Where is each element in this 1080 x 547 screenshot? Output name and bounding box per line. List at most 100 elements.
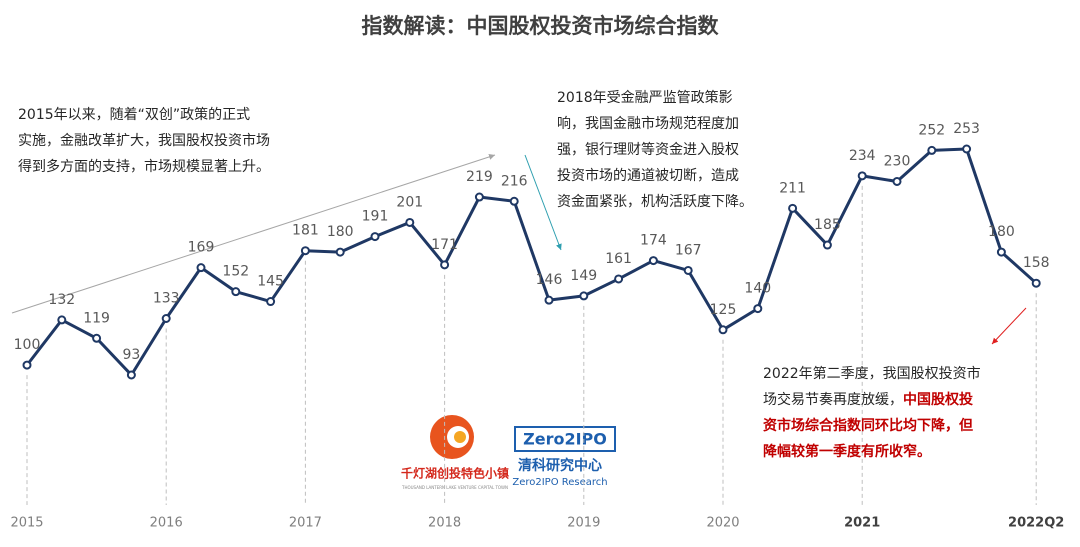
x-tick-label: 2019: [567, 516, 600, 531]
annotation: 2018年受金融严监管政策影: [557, 89, 733, 106]
data-point: [857, 171, 867, 181]
data-point: [57, 315, 67, 325]
data-point: [300, 246, 310, 256]
data-point: [753, 304, 763, 314]
annotation-text: 响，我国金融市场规范程度加: [557, 115, 739, 132]
trend-arrow: [991, 307, 1027, 345]
data-point: [996, 247, 1006, 257]
data-point: [927, 145, 937, 155]
data-point: [92, 333, 102, 343]
annotation-text: 降幅较第一季度有所收窄。: [763, 443, 931, 460]
data-label: 167: [675, 242, 702, 258]
logo-text: 千灯湖创投特色小镇: [401, 466, 509, 481]
data-point: [648, 256, 658, 266]
data-label: 180: [988, 224, 1015, 240]
annotation: 2022年第二季度，我国股权投资市: [763, 365, 981, 382]
data-point: [579, 291, 589, 301]
annotation-text: 资市场综合指数同环比均下降，但: [763, 417, 973, 434]
annotation-text: 2015年以来，随着“双创”政策的正式: [18, 106, 250, 123]
annotation-text: 2022年第二季度，我国股权投资市: [763, 365, 981, 382]
data-point: [440, 260, 450, 270]
data-label: 230: [884, 153, 911, 169]
annotation: 响，我国金融市场规范程度加: [557, 115, 739, 132]
data-label: 125: [710, 302, 737, 318]
data-label: 146: [536, 272, 563, 288]
data-label: 201: [396, 194, 423, 210]
data-point: [509, 196, 519, 206]
data-label: 100: [14, 337, 41, 353]
data-point: [822, 240, 832, 250]
x-tick-label: 2021: [844, 516, 880, 531]
data-label: 161: [605, 251, 632, 267]
data-label: 219: [466, 169, 493, 185]
annotation: 降幅较第一季度有所收窄。: [763, 443, 931, 460]
data-point: [544, 295, 554, 305]
data-label: 149: [570, 268, 597, 284]
annotation-text: 场交易节奏再度放缓，: [763, 391, 903, 408]
data-point: [231, 287, 241, 297]
data-point: [1031, 278, 1041, 288]
data-point: [370, 232, 380, 242]
data-point: [126, 370, 136, 380]
logo-text: Zero2IPO Research: [512, 477, 607, 488]
data-label: 234: [849, 148, 876, 164]
data-point: [683, 265, 693, 275]
x-tick-label: 2022Q2: [1008, 516, 1064, 531]
logo-text: 清科研究中心: [518, 457, 602, 474]
data-label: 169: [188, 240, 215, 256]
data-label: 152: [222, 264, 249, 280]
data-point: [161, 314, 171, 323]
logo-left: 千灯湖创投特色小镇 THOUSAND LANTERN LAKE VENTURE …: [401, 415, 509, 490]
data-point: [892, 176, 902, 186]
data-point: [718, 325, 728, 335]
annotation-text: 投资市场的通道被切断，造成: [557, 167, 739, 184]
annotation: 2015年以来，随着“双创”政策的正式: [18, 106, 250, 123]
data-label: 145: [257, 274, 284, 290]
data-label: 119: [83, 310, 110, 326]
data-point: [614, 274, 624, 284]
data-label: 180: [327, 224, 354, 240]
trend-arrow: [524, 154, 562, 251]
annotation-text: 得到多方面的支持，市场规模显著上升。: [18, 158, 270, 175]
data-label: 133: [153, 291, 180, 307]
data-label: 191: [362, 209, 389, 225]
data-label: 93: [122, 347, 140, 363]
annotation: 强，银行理财等资金进入股权: [557, 141, 739, 158]
annotation-text: 实施，金融改革扩大，我国股权投资市场: [18, 132, 270, 149]
annotation: 投资市场的通道被切断，造成: [557, 167, 739, 184]
annotation-text: 2018年受金融严监管政策影: [557, 89, 733, 106]
annotation-text: 资金面紧张，机构活跃度下降。: [557, 194, 753, 210]
data-label: 185: [814, 217, 841, 233]
chart-title: 指数解读：中国股权投资市场综合指数: [362, 14, 720, 38]
x-tick-label: 2017: [289, 516, 322, 531]
annotation-text: 中国股权投: [903, 391, 973, 408]
data-label: 181: [292, 223, 319, 239]
annotation: 资市场综合指数同环比均下降，但: [763, 417, 973, 434]
data-label: 171: [431, 237, 458, 253]
data-point: [405, 217, 415, 227]
logo-text: THOUSAND LANTERN LAKE VENTURE CAPITAL TO…: [401, 485, 508, 490]
annotation: 场交易节奏再度放缓，中国股权投: [763, 391, 973, 408]
logo-shape: [514, 426, 616, 452]
data-label: 132: [48, 292, 75, 308]
data-point: [962, 144, 972, 154]
annotation-text: 强，银行理财等资金进入股权: [557, 141, 739, 158]
logo-shape: [454, 431, 466, 443]
data-point: [335, 247, 345, 257]
data-label: 140: [744, 281, 771, 297]
x-tick-label: 2020: [706, 516, 739, 531]
logo-text: Zero2IPO: [523, 430, 607, 449]
series-line: [25, 147, 1038, 377]
annotation: 得到多方面的支持，市场规模显著上升。: [18, 158, 270, 175]
x-tick-label: 2016: [150, 516, 183, 531]
data-label: 253: [953, 121, 980, 137]
data-label: 252: [918, 122, 945, 138]
data-point: [474, 192, 484, 202]
data-point: [22, 360, 32, 370]
data-label: 174: [640, 233, 667, 249]
annotation: 资金面紧张，机构活跃度下降。: [557, 194, 753, 210]
data-label: 158: [1023, 255, 1050, 271]
logo-right: Zero2IPO 清科研究中心 Zero2IPO Research: [512, 426, 616, 488]
x-tick-label: 2015: [10, 516, 43, 531]
